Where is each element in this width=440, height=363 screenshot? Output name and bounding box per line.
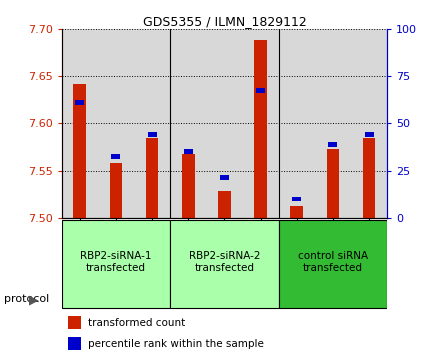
Bar: [62, 29, 98, 218]
Bar: [111, 154, 121, 159]
Bar: [326, 149, 339, 218]
Bar: [363, 138, 375, 218]
Title: GDS5355 / ILMN_1829112: GDS5355 / ILMN_1829112: [143, 15, 306, 28]
Bar: [110, 163, 122, 218]
Bar: [292, 197, 301, 201]
Bar: [68, 317, 81, 329]
Bar: [351, 29, 387, 218]
Text: RBP2-siRNA-2
transfected: RBP2-siRNA-2 transfected: [189, 251, 260, 273]
Bar: [254, 40, 267, 218]
Bar: [183, 150, 193, 154]
Text: percentile rank within the sample: percentile rank within the sample: [88, 339, 264, 349]
Bar: [98, 29, 134, 218]
Bar: [220, 175, 229, 180]
Bar: [206, 29, 242, 218]
Bar: [182, 154, 194, 218]
Bar: [279, 220, 387, 308]
Bar: [256, 88, 265, 93]
Bar: [328, 142, 337, 147]
Bar: [315, 29, 351, 218]
Text: RBP2-siRNA-1
transfected: RBP2-siRNA-1 transfected: [80, 251, 152, 273]
Text: protocol: protocol: [4, 294, 50, 305]
Bar: [279, 29, 315, 218]
Text: control siRNA
transfected: control siRNA transfected: [298, 251, 368, 273]
Text: transformed count: transformed count: [88, 318, 185, 328]
Bar: [147, 132, 157, 137]
Bar: [170, 29, 206, 218]
Bar: [218, 191, 231, 218]
Bar: [134, 29, 170, 218]
Bar: [75, 100, 84, 105]
Bar: [290, 205, 303, 218]
Bar: [170, 220, 279, 308]
Bar: [242, 29, 279, 218]
Bar: [365, 132, 374, 137]
Bar: [73, 84, 86, 218]
Text: ▶: ▶: [29, 293, 38, 306]
Bar: [68, 338, 81, 350]
Bar: [146, 138, 158, 218]
Bar: [62, 220, 170, 308]
